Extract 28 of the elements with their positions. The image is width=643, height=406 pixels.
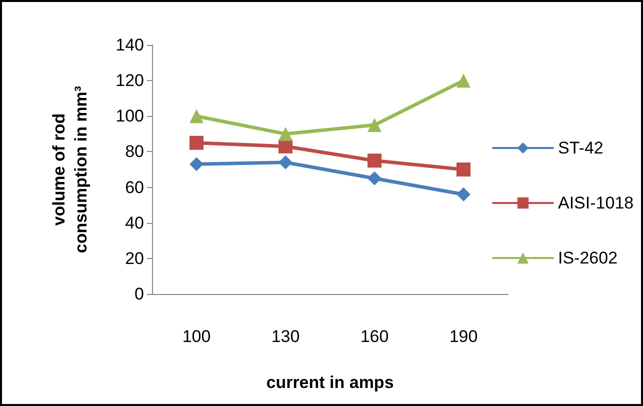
point (456, 162, 470, 176)
point (368, 118, 382, 132)
x-tick-label: 190 (449, 327, 478, 346)
legend-label: IS-2602 (558, 248, 618, 268)
legend-label: AISI-1018 (558, 194, 634, 212)
y-tick-label: 100 (116, 106, 144, 126)
point (190, 157, 204, 172)
x-tick-label: 100 (182, 327, 211, 346)
point (278, 155, 292, 170)
point (368, 154, 382, 168)
point (278, 126, 292, 141)
point (190, 136, 204, 150)
y-tick-label: 80 (125, 142, 144, 162)
point (368, 171, 382, 186)
y-tick-label: 120 (116, 71, 144, 90)
legend-label: ST-42 (558, 138, 604, 158)
y-tick-label: 140 (116, 36, 144, 54)
y-tick-label: 0 (134, 284, 144, 304)
y-tick-label: 40 (125, 213, 144, 232)
point (190, 109, 204, 124)
x-tick-label: 130 (271, 327, 300, 346)
x-axis-title: current in amps (266, 373, 394, 392)
point (456, 187, 470, 202)
y-axis-title: volume of rod consumption in mm³ (50, 86, 90, 254)
point (456, 74, 470, 88)
y-tick-label: 60 (125, 178, 144, 197)
x-tick-label: 160 (360, 327, 389, 346)
y-tick-label: 20 (125, 248, 144, 268)
